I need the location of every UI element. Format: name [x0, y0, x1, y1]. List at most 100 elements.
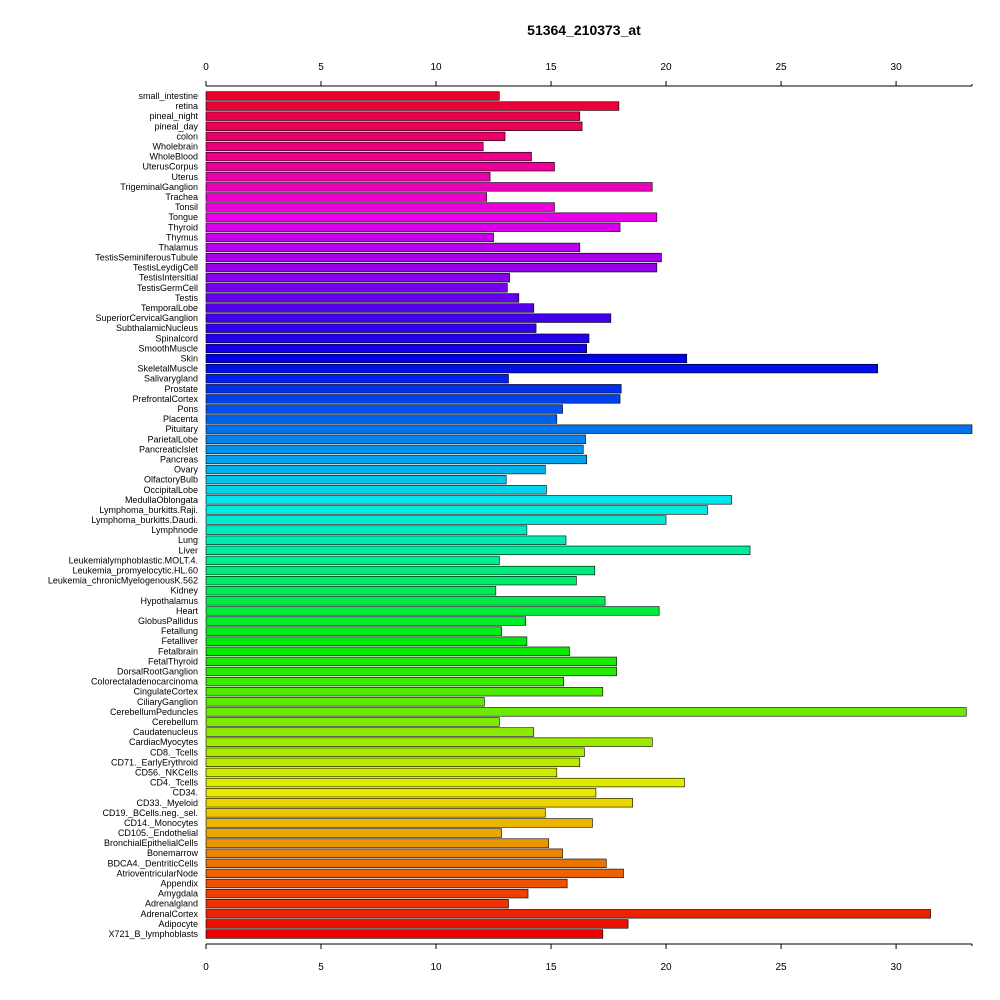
category-label: pineal_night — [149, 111, 198, 121]
bar — [205, 293, 520, 303]
category-label: CD71._EarlyErythroid — [111, 757, 198, 767]
category-label: pineal_day — [154, 121, 198, 131]
category-label: Leukemia_chronicMyelogenousK.562 — [48, 576, 198, 586]
x-tick-label: 10 — [430, 62, 442, 73]
bar — [205, 384, 622, 394]
bar — [205, 767, 558, 778]
category-label: TestisLeydigCell — [133, 263, 198, 273]
bar — [205, 616, 527, 626]
category-label: ParietalLobe — [147, 434, 198, 444]
bar — [205, 434, 586, 444]
bar — [205, 252, 662, 263]
category-label: Leukemialymphoblastic.MOLT.4. — [69, 555, 198, 565]
x-tick-label: 5 — [318, 62, 324, 73]
category-label: BronchialEpithelialCells — [104, 838, 199, 848]
category-label: colon — [176, 131, 198, 141]
category-label: Leukemia_promyelocytic.HL.60 — [72, 566, 198, 576]
bar — [205, 727, 535, 737]
bar — [205, 495, 732, 505]
bar — [205, 343, 588, 354]
bar — [205, 777, 685, 788]
category-label: Caudatenucleus — [133, 727, 199, 737]
top-x-axis: 0 5 10 15 20 25 30 — [203, 62, 973, 87]
category-label: GlobusPallidus — [138, 616, 199, 626]
bar — [205, 919, 629, 929]
bar — [205, 626, 502, 636]
bar — [205, 424, 973, 434]
x-tick-label: 30 — [891, 62, 903, 73]
category-label: CerebellumPeduncles — [110, 707, 199, 717]
bar — [205, 394, 621, 404]
bar — [205, 454, 588, 465]
category-label: Thalamus — [158, 242, 198, 252]
category-label: Ovary — [174, 465, 199, 475]
category-label: Testis — [175, 293, 199, 303]
category-label: Fetallung — [161, 626, 198, 636]
category-label: CiliaryGanglion — [137, 697, 198, 707]
category-label: retina — [175, 101, 198, 111]
category-label: AtrioventricularNode — [116, 868, 198, 878]
bar — [205, 565, 596, 576]
bar — [205, 91, 500, 101]
bar — [205, 333, 590, 343]
x-tick-label: 15 — [545, 62, 557, 73]
chart-title: 51364_210373_at — [527, 22, 641, 38]
bar — [205, 242, 581, 253]
category-label: AdrenalCortex — [140, 909, 198, 919]
category-label: DorsalRootGanglion — [117, 666, 198, 676]
category-label: Trachea — [165, 192, 198, 202]
category-label: SubthalamicNucleus — [116, 323, 199, 333]
category-label: TestisIntersitial — [139, 273, 198, 283]
category-label: Adipocyte — [158, 919, 198, 929]
category-label: TestisGermCell — [137, 283, 198, 293]
bar — [205, 828, 502, 838]
bar — [205, 788, 597, 798]
category-label: CD34. — [172, 788, 198, 798]
bar — [205, 888, 529, 899]
bar — [205, 636, 528, 646]
bar — [205, 606, 660, 616]
category-label: Bonemarrow — [147, 848, 199, 858]
bar — [205, 899, 509, 909]
category-label: CingulateCortex — [133, 687, 198, 697]
category-label: Colorectaladenocarcinoma — [91, 677, 198, 687]
category-labels-group: small_intestineretinapineal_nightpineal_… — [48, 91, 199, 939]
category-label: FetalThyroid — [148, 656, 198, 666]
category-label: Pituitary — [165, 424, 198, 434]
x-tick-label: 0 — [203, 962, 209, 973]
bars-group — [205, 91, 973, 939]
category-label: Pancreas — [160, 454, 199, 464]
x-tick-label: 25 — [776, 962, 788, 973]
category-label: Wholebrain — [152, 141, 198, 151]
category-label: OlfactoryBulb — [144, 475, 198, 485]
category-label: Thyroid — [168, 222, 198, 232]
bar — [205, 141, 484, 152]
category-label: CD14._Monocytes — [124, 818, 199, 828]
category-label: X721_B_lymphoblasts — [108, 929, 198, 939]
x-tick-label: 10 — [430, 962, 442, 973]
bar — [205, 747, 585, 757]
bar — [205, 162, 555, 172]
category-label: TestisSeminiferousTubule — [95, 253, 198, 263]
bar — [205, 525, 528, 535]
bar — [205, 596, 606, 606]
bar — [205, 878, 568, 889]
category-label: TrigeminalGanglion — [120, 182, 198, 192]
category-label: PrefrontalCortex — [132, 394, 198, 404]
bar — [205, 575, 577, 586]
bar — [205, 374, 509, 384]
category-label: TemporalLobe — [141, 303, 198, 313]
bar — [205, 505, 708, 515]
category-label: Prostate — [164, 384, 198, 394]
category-label: Amygdala — [158, 889, 198, 899]
x-tick-label: 5 — [318, 962, 324, 973]
bar — [205, 535, 567, 545]
bar — [205, 717, 500, 727]
x-tick-label: 0 — [203, 62, 209, 73]
x-tick-label: 15 — [545, 962, 557, 973]
category-label: Spinalcord — [155, 333, 198, 343]
category-label: Lung — [178, 535, 198, 545]
category-label: Heart — [176, 606, 199, 616]
category-label: SuperiorCervicalGanglion — [95, 313, 198, 323]
bar — [205, 232, 494, 242]
